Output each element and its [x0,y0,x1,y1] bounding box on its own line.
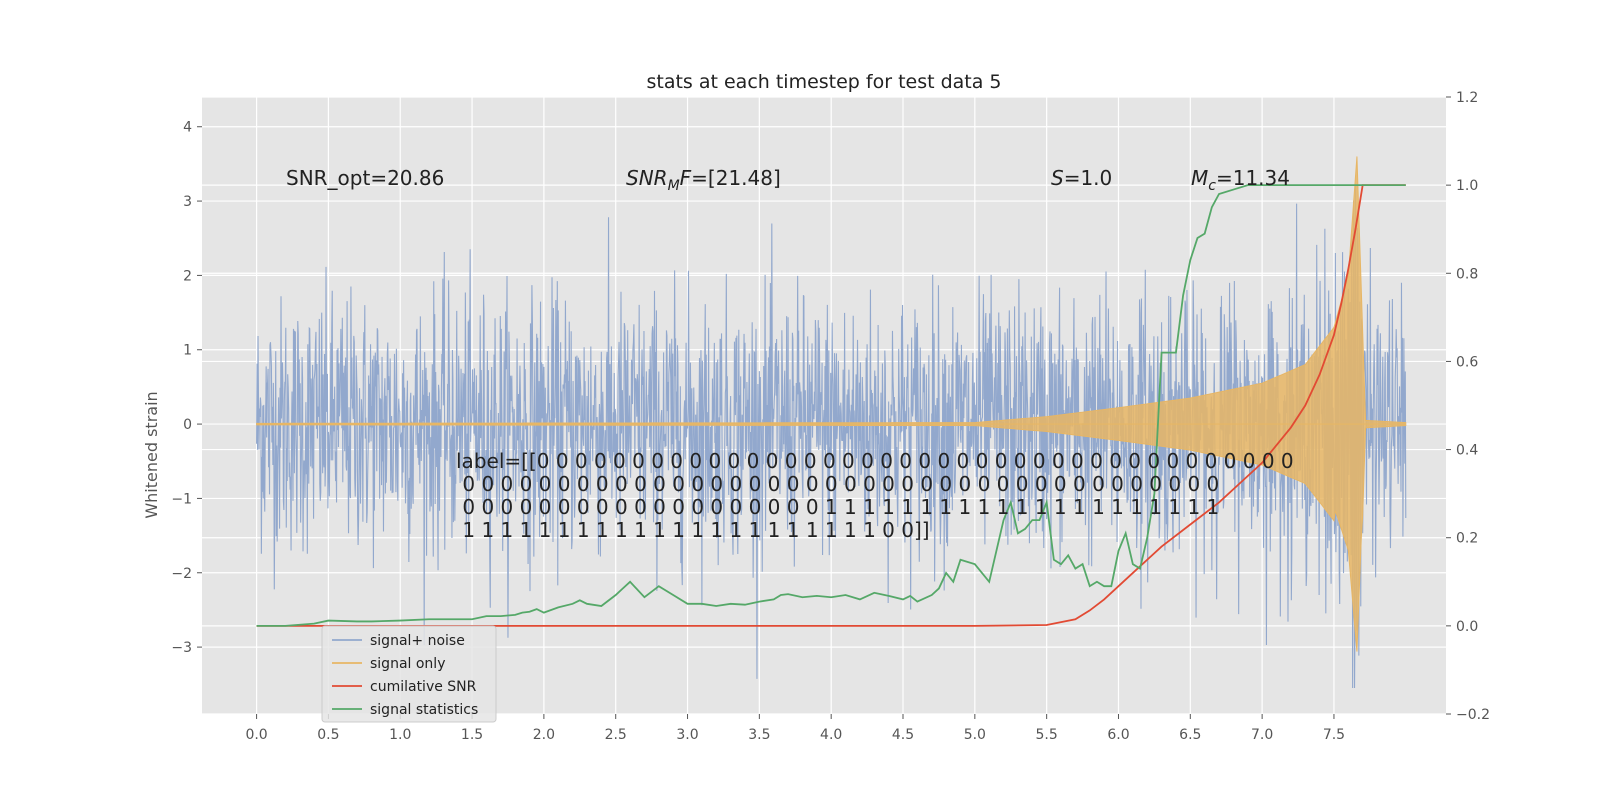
x-tick-label: 5.0 [964,727,986,743]
x-tick-label: 7.0 [1251,727,1273,743]
legend-label: cumilative SNR [370,679,477,695]
x-tick-label: 1.0 [389,727,411,743]
legend-entry-cumulative-snr: cumilative SNR [332,679,477,695]
y2-tick-label: 0.2 [1456,531,1478,547]
x-tick-label: 1.5 [461,727,483,743]
legend-label: signal statistics [370,702,478,718]
label-line-2: 0 0 0 0 0 0 0 0 0 0 0 0 0 0 0 0 0 0 0 0 … [456,472,1219,496]
legend: signal+ noise signal only cumilative SNR… [321,625,497,723]
y-tick-label: 2 [183,268,192,284]
label-annotation: label=[[0 0 0 0 0 0 0 0 0 0 0 0 0 0 0 0 … [456,449,1294,542]
y-axis-label: Whitened strain [142,391,161,518]
series-cumulative-snr [256,184,1406,627]
y-tick-label: 4 [183,120,192,136]
chart-title: stats at each timestep for test data 5 [646,71,1001,93]
series-signal-only [256,156,1407,652]
legend-entry-signal-noise: signal+ noise [332,633,465,649]
y-tick-label: 1 [183,343,192,359]
legend-label: signal+ noise [370,633,465,649]
annotation-s: S=1.0 [1051,166,1112,190]
y2-tick-label: 1.2 [1456,90,1478,106]
x-tick-label: 0.0 [245,727,267,743]
y-tick-label: 3 [183,194,192,210]
y-tick-label: −1 [171,491,192,507]
y2-tick-label: 0.4 [1456,443,1478,459]
annotation-mc: Mc=11.34 [1191,166,1290,194]
y-tick-label: −3 [171,640,192,656]
x-tick-label: 2.5 [605,727,627,743]
label-line-4: 1 1 1 1 1 1 1 1 1 1 1 1 1 1 1 1 1 1 1 1 … [456,518,930,542]
y2-tick-label: 0.0 [1456,619,1478,635]
series-signal-noise [256,184,1407,688]
y2-tick-label: 0.6 [1456,354,1478,370]
x-tick-label: 0.5 [317,727,339,743]
y-axis-left: 4 3 2 1 0 −1 −2 −3 [171,120,202,656]
annotation-snr-opt: SNR_opt=20.86 [286,166,444,190]
label-line-1: label=[[0 0 0 0 0 0 0 0 0 0 0 0 0 0 0 0 … [456,449,1294,473]
annotations: SNR_opt=20.86 SNRMF=[21.48] S=1.0 Mc=11.… [286,166,1290,194]
x-tick-label: 4.0 [820,727,842,743]
x-tick-label: 7.5 [1323,727,1345,743]
series-signal-statistics [256,184,1406,627]
x-tick-label: 3.5 [748,727,770,743]
y2-tick-label: 1.0 [1456,178,1478,194]
annotation-snr-mf: SNRMF=[21.48] [626,166,781,194]
legend-entry-signal-statistics: signal statistics [332,702,478,718]
x-tick-label: 2.0 [533,727,555,743]
y-tick-label: 0 [183,417,192,433]
label-line-3: 0 0 0 0 0 0 0 0 0 0 0 0 0 0 0 0 0 0 0 1 … [456,495,1219,519]
x-axis: 0.0 0.5 1.0 1.5 2.0 2.5 3.0 3.5 4.0 4.5 5.0 5.5 6.0 6… [245,714,1345,743]
legend-label: signal only [370,656,445,672]
x-tick-label: 5.5 [1036,727,1058,743]
x-tick-label: 6.5 [1179,727,1201,743]
y-axis-right: 1.2 1.0 0.8 0.6 0.4 0.2 0.0 −0.2 [1446,90,1490,723]
legend-entry-signal-only: signal only [332,656,445,672]
y2-tick-label: −0.2 [1456,707,1490,723]
x-tick-label: 4.5 [892,727,914,743]
x-tick-label: 3.0 [676,727,698,743]
y-tick-label: −2 [171,566,192,582]
y2-tick-label: 0.8 [1456,266,1478,282]
x-tick-label: 6.0 [1107,727,1129,743]
legend-box [321,625,497,723]
series-layer [256,156,1407,688]
